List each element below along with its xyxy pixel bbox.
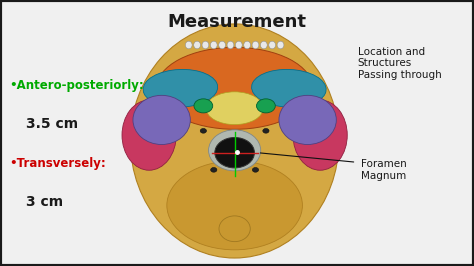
Ellipse shape	[200, 128, 207, 133]
Ellipse shape	[293, 100, 347, 170]
Ellipse shape	[252, 168, 259, 172]
Text: •Antero-posteriorly:: •Antero-posteriorly:	[9, 79, 144, 92]
Ellipse shape	[236, 41, 242, 49]
Ellipse shape	[130, 24, 339, 258]
Ellipse shape	[263, 128, 269, 133]
Ellipse shape	[244, 41, 251, 49]
Text: Location and
Structures
Passing through: Location and Structures Passing through	[358, 47, 442, 80]
Ellipse shape	[256, 99, 275, 113]
Text: •Transversely:: •Transversely:	[9, 157, 106, 170]
Ellipse shape	[277, 41, 284, 49]
Ellipse shape	[202, 41, 209, 49]
Ellipse shape	[219, 216, 250, 242]
Ellipse shape	[215, 138, 255, 168]
Ellipse shape	[210, 41, 217, 49]
Ellipse shape	[133, 95, 190, 144]
Ellipse shape	[209, 130, 261, 171]
Ellipse shape	[143, 69, 218, 107]
Ellipse shape	[227, 41, 234, 49]
Ellipse shape	[206, 92, 264, 124]
Text: Measurement: Measurement	[167, 13, 307, 31]
Ellipse shape	[279, 95, 337, 144]
Ellipse shape	[167, 161, 302, 250]
Ellipse shape	[210, 168, 217, 172]
Text: 3.5 cm: 3.5 cm	[26, 117, 78, 131]
Ellipse shape	[260, 41, 267, 49]
Ellipse shape	[219, 41, 226, 49]
Ellipse shape	[122, 100, 176, 170]
Ellipse shape	[156, 47, 313, 129]
Ellipse shape	[194, 99, 213, 113]
Ellipse shape	[252, 69, 326, 107]
Ellipse shape	[194, 41, 201, 49]
Text: Foramen
Magnum: Foramen Magnum	[361, 159, 407, 181]
Ellipse shape	[252, 41, 259, 49]
Ellipse shape	[269, 41, 275, 49]
Ellipse shape	[185, 41, 192, 49]
Text: 3 cm: 3 cm	[26, 195, 63, 209]
